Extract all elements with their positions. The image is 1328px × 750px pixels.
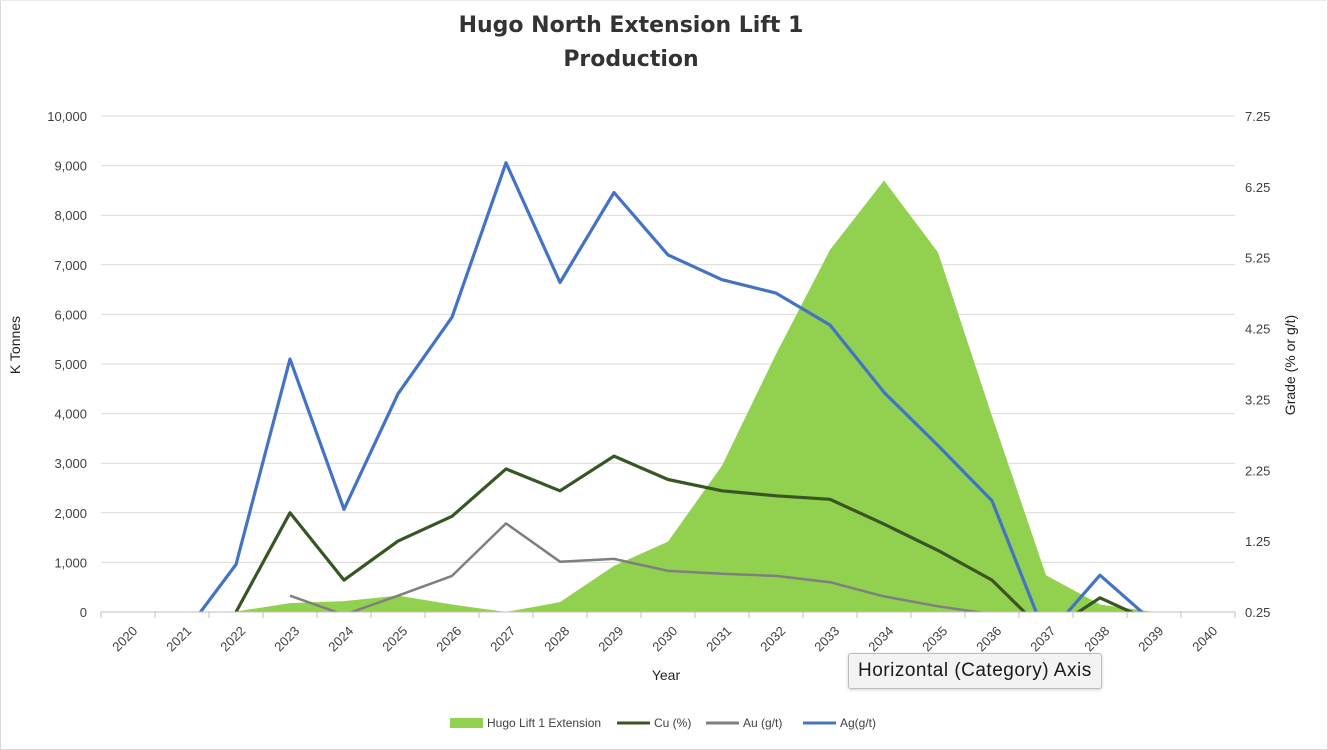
x-tick-label: 2022 <box>217 623 248 654</box>
x-tick-label: 2028 <box>541 623 572 654</box>
y-tick-label: 1,000 <box>54 555 87 570</box>
x-tick-label: 2020 <box>109 623 140 654</box>
x-axis-title: Year <box>652 667 681 683</box>
x-tick-label: 2029 <box>595 623 626 654</box>
legend-swatch <box>450 718 483 728</box>
y2-tick-label: 5.25 <box>1245 251 1270 266</box>
x-tick-label: 2025 <box>379 623 410 654</box>
y2-tick-label: 7.25 <box>1245 109 1270 124</box>
area-series-hugo-lift-1-extension <box>128 180 1154 612</box>
y-tick-label: 2,000 <box>54 506 87 521</box>
y-tick-label: 0 <box>80 605 87 620</box>
axis-tooltip: Horizontal (Category) Axis <box>848 653 1102 689</box>
chart-title-line-1: Hugo North Extension Lift 1 <box>459 13 804 38</box>
x-tick-label: 2023 <box>271 623 302 654</box>
y-tick-label: 9,000 <box>54 159 87 174</box>
x-tick-label: 2038 <box>1081 623 1112 654</box>
y-tick-label: 7,000 <box>54 258 87 273</box>
line-series-ag-g-t <box>198 161 1145 612</box>
y-tick-label: 4,000 <box>54 407 87 422</box>
y2-tick-label: 2.25 <box>1245 463 1270 478</box>
y2-tick-label: 4.25 <box>1245 322 1270 337</box>
y-tick-label: 8,000 <box>54 208 87 223</box>
x-tick-label: 2030 <box>649 623 680 654</box>
y-axis-title: K Tonnes <box>7 316 23 374</box>
y-tick-label: 6,000 <box>54 307 87 322</box>
x-tick-label: 2021 <box>163 623 194 654</box>
y2-tick-label: 1.25 <box>1245 534 1270 549</box>
x-tick-label: 2027 <box>487 623 518 654</box>
x-tick-label: 2035 <box>919 623 950 654</box>
legend-label: Hugo Lift 1 Extension <box>487 716 601 730</box>
x-tick-label: 2037 <box>1027 623 1058 654</box>
y2-axis-title: Grade (% or g/t) <box>1282 315 1298 415</box>
y2-tick-label: 6.25 <box>1245 180 1270 195</box>
chart-title-line-2: Production <box>563 47 698 72</box>
line-series-cu <box>234 454 1135 612</box>
y-tick-label: 3,000 <box>54 456 87 471</box>
legend-label: Ag(g/t) <box>840 716 876 730</box>
x-tick-label: 2026 <box>433 623 464 654</box>
y2-tick-label: 3.25 <box>1245 392 1270 407</box>
legend-label: Cu (%) <box>654 716 691 730</box>
x-tick-label: 2036 <box>973 623 1004 654</box>
legend-label: Au (g/t) <box>743 716 782 730</box>
x-tick-label: 2033 <box>811 623 842 654</box>
x-tick-label: 2034 <box>865 623 896 654</box>
y-tick-label: 10,000 <box>47 109 87 124</box>
line-series-au-g-t <box>289 522 987 612</box>
y2-tick-label: 0.25 <box>1245 605 1270 620</box>
x-tick-label: 2032 <box>757 623 788 654</box>
x-tick-label: 2040 <box>1189 623 1220 654</box>
y-tick-label: 5,000 <box>54 357 87 372</box>
x-tick-label: 2039 <box>1135 623 1166 654</box>
x-tick-label: 2031 <box>703 623 734 654</box>
x-tick-label: 2024 <box>325 623 356 654</box>
